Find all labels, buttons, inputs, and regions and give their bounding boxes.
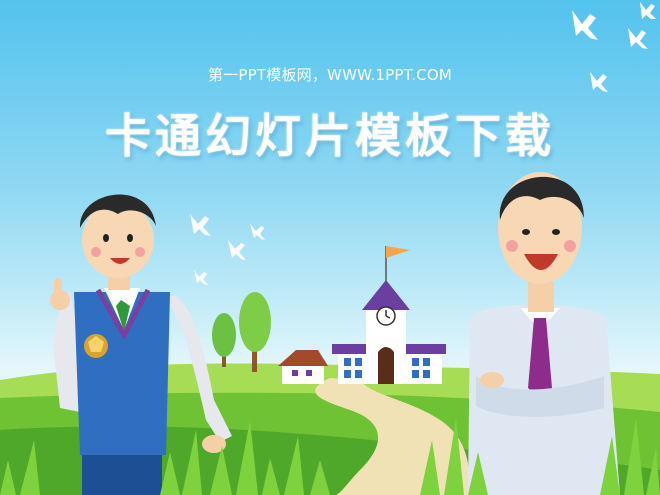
slide-title: 卡通幻灯片模板下载: [105, 109, 555, 163]
badge-icon: [84, 334, 108, 358]
school-building-icon: [332, 246, 446, 384]
bird-icon: [190, 2, 656, 285]
tree-icon: [212, 292, 271, 372]
grass-blades: [0, 418, 660, 495]
house-icon: [278, 350, 328, 384]
man-right-illustration: [468, 172, 620, 495]
flag-icon: [386, 246, 410, 258]
slide-subtitle: 第一PPT模板网，WWW.1PPT.COM: [207, 66, 452, 84]
boy-left-illustration: [50, 194, 232, 495]
